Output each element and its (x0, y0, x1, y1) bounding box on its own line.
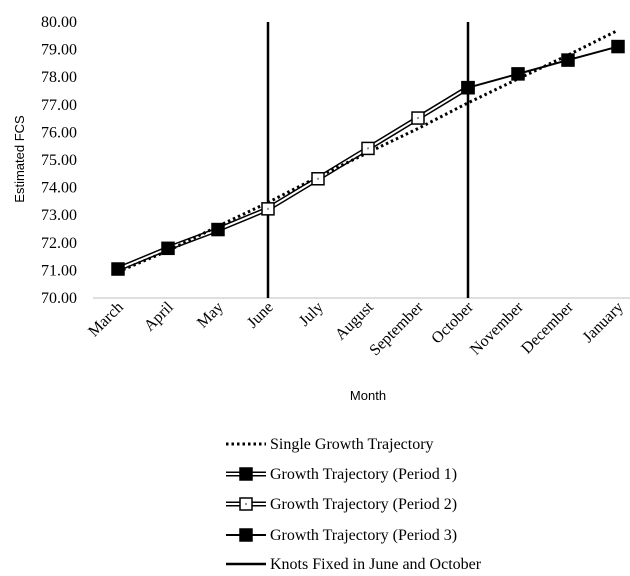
y-tick-label: 79.00 (41, 42, 77, 59)
knot-lines (266, 22, 470, 298)
legend-item: Growth Trajectory (Period 1) (226, 466, 457, 483)
period3-marker (611, 39, 625, 54)
x-tick-label: October (428, 298, 477, 347)
x-tick-label: June (244, 299, 277, 332)
legend-label: Knots Fixed in June and October (270, 556, 482, 573)
x-tick-label: April (141, 298, 177, 334)
y-tick-label: 70.00 (41, 290, 77, 307)
period1-marker (211, 222, 225, 237)
x-tick-label: August (332, 298, 377, 343)
y-tick-label: 73.00 (41, 207, 77, 224)
legend-item: Knots Fixed in June and October (226, 556, 482, 573)
x-tick-label: December (518, 298, 577, 357)
y-tick-label: 76.00 (41, 124, 77, 141)
y-tick-label: 72.00 (41, 235, 77, 252)
period1-line-inner (117, 207, 269, 270)
period3-marker (511, 67, 525, 81)
period3-marker (561, 53, 575, 67)
legend-marker-dot (245, 503, 247, 505)
legend: Single Growth Trajectory Growth Trajector… (226, 436, 482, 573)
x-axis-title: Month (350, 388, 386, 403)
period3-line (467, 45, 619, 89)
x-tick-label: January (580, 299, 627, 346)
legend-label: Growth Trajectory (Period 3) (270, 527, 457, 544)
x-tick-label: March (85, 299, 127, 341)
period2-marker-dot (267, 207, 269, 210)
y-tick-label: 80.00 (41, 14, 77, 31)
y-tick-label: 71.00 (41, 262, 77, 279)
legend-label: Growth Trajectory (Period 1) (270, 466, 457, 483)
period1-marker (161, 241, 175, 256)
legend-marker (239, 528, 253, 542)
y-tick-label: 75.00 (41, 152, 77, 169)
series-lines (111, 28, 625, 276)
period2-marker-dot (417, 117, 419, 120)
period2-marker-dot (317, 177, 319, 180)
legend-marker (239, 467, 253, 481)
y-axis-title: Estimated FCS (12, 115, 27, 203)
legend-item: Growth Trajectory (Period 3) (226, 527, 457, 544)
legend-label: Growth Trajectory (Period 2) (270, 496, 457, 513)
y-tick-label: 77.00 (41, 97, 77, 114)
y-tick-label: 78.00 (41, 69, 77, 86)
y-tick-labels: 70.00 71.00 72.00 73.00 74.00 75.00 76.00 77.00… (41, 14, 77, 307)
x-tick-label: July (296, 299, 327, 330)
period2-marker-dot (367, 147, 369, 150)
x-tick-label: November (467, 298, 527, 358)
x-tick-label: May (194, 299, 227, 332)
period1-marker (111, 262, 125, 276)
legend-label: Single Growth Trajectory (270, 436, 434, 453)
x-tick-label: September (366, 298, 427, 359)
legend-item: Growth Trajectory (Period 2) (226, 496, 457, 513)
y-tick-label: 74.00 (41, 180, 77, 197)
legend-item: Single Growth Trajectory (226, 436, 434, 453)
period3-marker (461, 80, 475, 95)
